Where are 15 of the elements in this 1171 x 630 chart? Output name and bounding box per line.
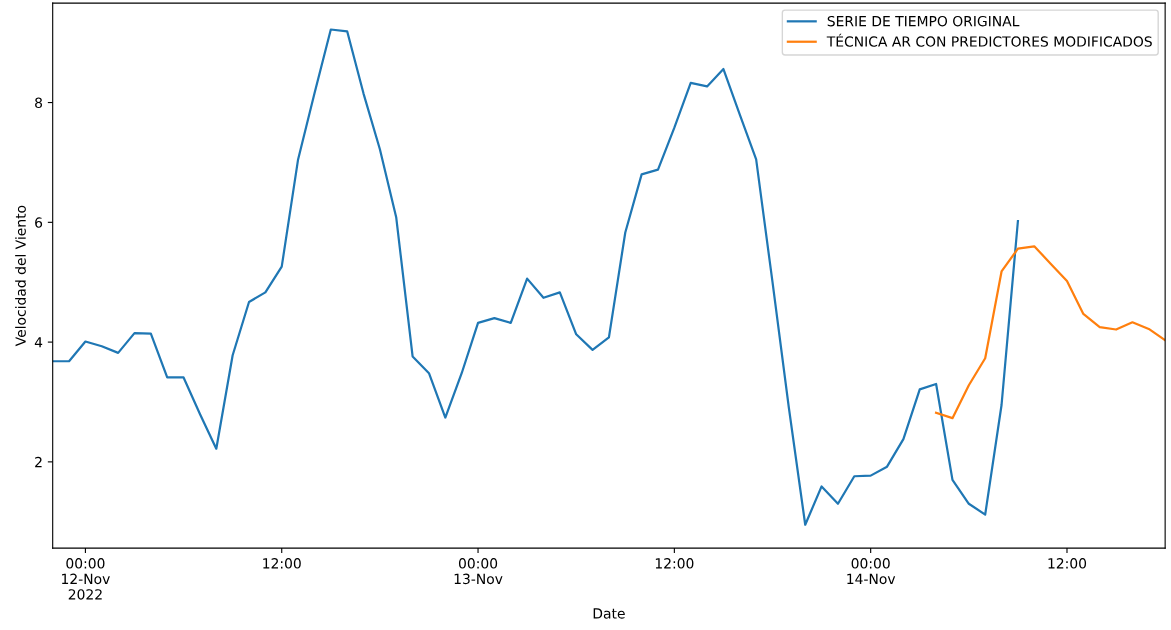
x-tick-label: 12:00 — [1048, 558, 1087, 569]
y-axis-title: Velocidad del Viento — [15, 205, 26, 347]
x-tick-label: 00:00 13-Nov — [454, 558, 503, 585]
y-tick-label: 4 — [34, 337, 43, 348]
x-axis-title: Date — [593, 608, 625, 619]
x-tick-label: 00:00 12-Nov 2022 — [62, 558, 110, 600]
x-tick-label: 00:00 14-Nov — [847, 558, 896, 585]
legend-label: SERIE DE TIEMPO ORIGINAL — [827, 15, 1020, 27]
y-tick-label: 8 — [35, 97, 43, 109]
y-tick-label: 2 — [35, 456, 42, 468]
x-tick-label: 12:00 — [263, 558, 301, 569]
x-tick-label: 12:00 — [655, 558, 694, 569]
line-series — [935, 245, 1166, 420]
legend-label: TÉCNICA AR CON PREDICTORES MODIFICADOS — [826, 33, 1152, 47]
y-tick-label: 6 — [35, 217, 43, 228]
